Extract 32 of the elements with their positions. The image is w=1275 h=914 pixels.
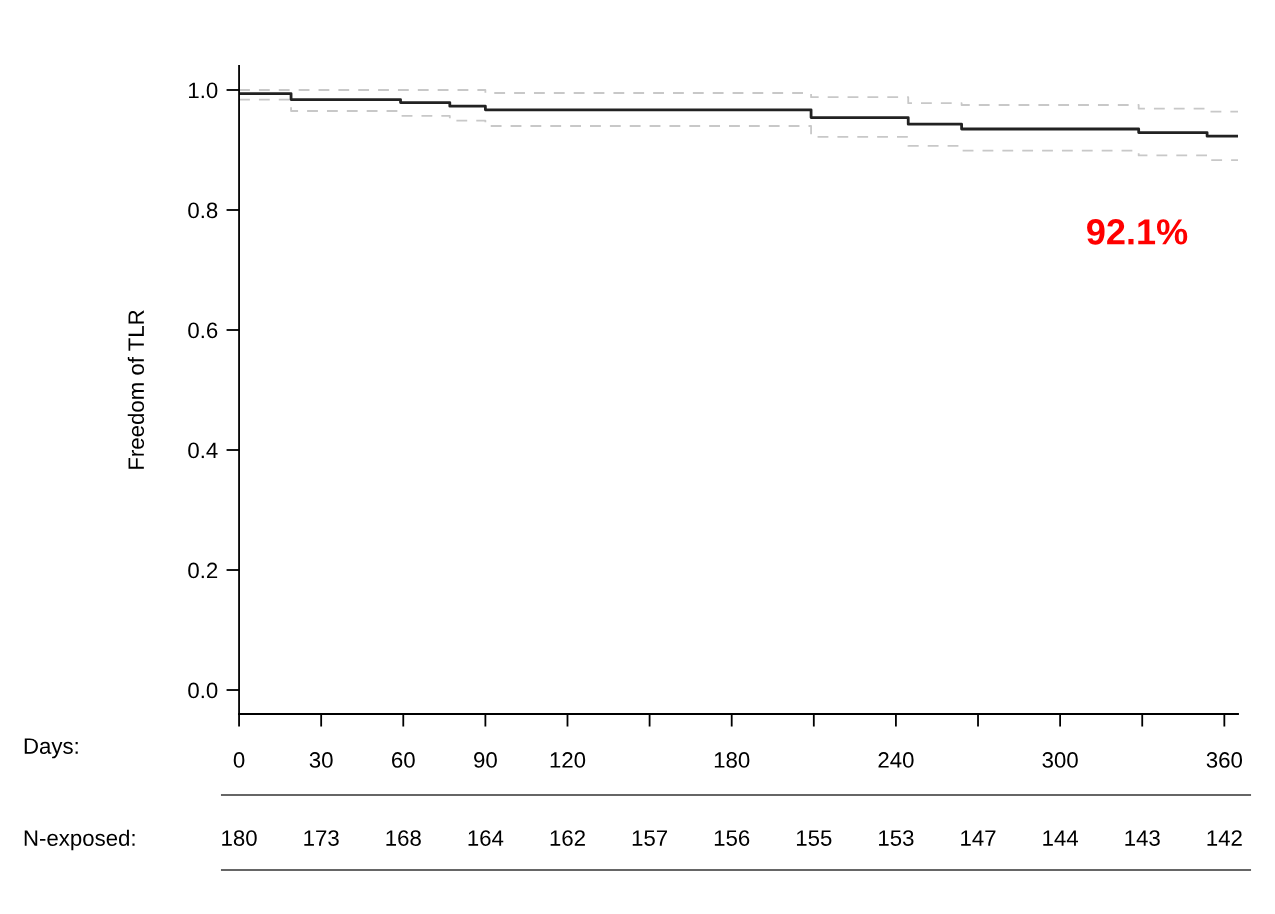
x-tick-label: 240 [878,752,914,768]
text: 155 [796,830,832,846]
text: 168 [386,830,421,846]
x-tick-label: 120 [550,752,586,768]
x-tick-label: 60 [392,752,415,768]
x-tick-label: 90 [474,752,497,768]
x-tick-label: 180 [714,752,750,768]
text: 147 [961,830,996,846]
text: 144 [1043,830,1079,846]
text: 156 [714,830,750,846]
x-axis-title: Days: [24,738,78,759]
y-tick-label: 0.0 [188,682,218,699]
text: 157 [632,830,668,846]
text: 173 [304,830,339,846]
text: N-exposed: [24,829,135,851]
y-axis-title: Freedom of TLR [127,310,145,469]
y-tick-label: 0.8 [188,202,218,219]
text: 180 [222,830,257,846]
y-tick-label: 0.2 [188,562,218,579]
text: 142 [1207,830,1242,846]
text: 153 [879,830,914,846]
y-tick-label: 0.4 [188,442,218,459]
text: 143 [1125,830,1160,846]
x-tick-label: 0 [233,752,245,768]
y-tick-label: 0.6 [188,322,218,339]
y-tick-label: 1.0 [189,82,218,99]
annotation: 92.1% [1087,219,1188,245]
text: 164 [468,830,504,846]
x-tick-label: 360 [1206,752,1243,768]
x-tick-label: 30 [309,752,333,768]
x-tick-label: 300 [1042,752,1078,768]
text: 162 [550,830,585,846]
